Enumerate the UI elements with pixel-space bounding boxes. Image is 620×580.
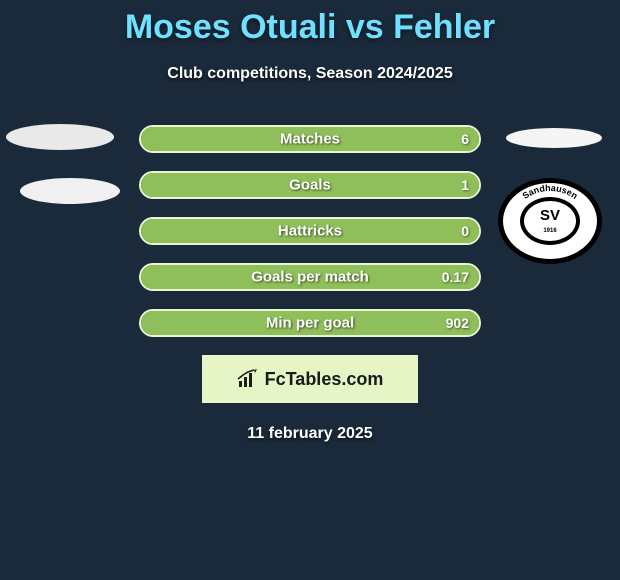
site-watermark: FcTables.com xyxy=(202,355,418,403)
player-right-photo-placeholder xyxy=(506,128,602,148)
player-left-club-placeholder xyxy=(20,178,120,204)
player-right-club-logo: SV 1916 Sandhausen xyxy=(498,178,602,264)
watermark-text: FcTables.com xyxy=(265,369,384,390)
stat-value-right: 0.17 xyxy=(442,269,469,285)
stat-value-right: 1 xyxy=(461,177,469,193)
stat-label: Matches xyxy=(280,131,340,148)
chart-icon xyxy=(237,369,259,389)
player-left-photo-placeholder xyxy=(6,124,114,150)
stat-label: Min per goal xyxy=(266,315,354,332)
stat-row: Goals per match 0.17 xyxy=(139,263,481,291)
stat-label: Goals xyxy=(289,177,331,194)
stat-value-right: 6 xyxy=(461,131,469,147)
stat-label: Goals per match xyxy=(251,269,369,286)
stat-value-right: 0 xyxy=(461,223,469,239)
stat-label: Hattricks xyxy=(278,223,342,240)
stat-row: Goals 1 xyxy=(139,171,481,199)
stat-value-right: 902 xyxy=(446,315,469,331)
date-label: 11 february 2025 xyxy=(0,425,620,443)
stat-row: Min per goal 902 xyxy=(139,309,481,337)
svg-text:SV: SV xyxy=(540,207,560,224)
stat-row: Hattricks 0 xyxy=(139,217,481,245)
page-title: Moses Otuali vs Fehler xyxy=(0,0,620,47)
subtitle: Club competitions, Season 2024/2025 xyxy=(0,65,620,83)
svg-text:1916: 1916 xyxy=(543,228,557,234)
stats-container: Matches 6 Goals 1 Hattricks 0 Goals per match 0… xyxy=(139,125,481,337)
stat-row: Matches 6 xyxy=(139,125,481,153)
